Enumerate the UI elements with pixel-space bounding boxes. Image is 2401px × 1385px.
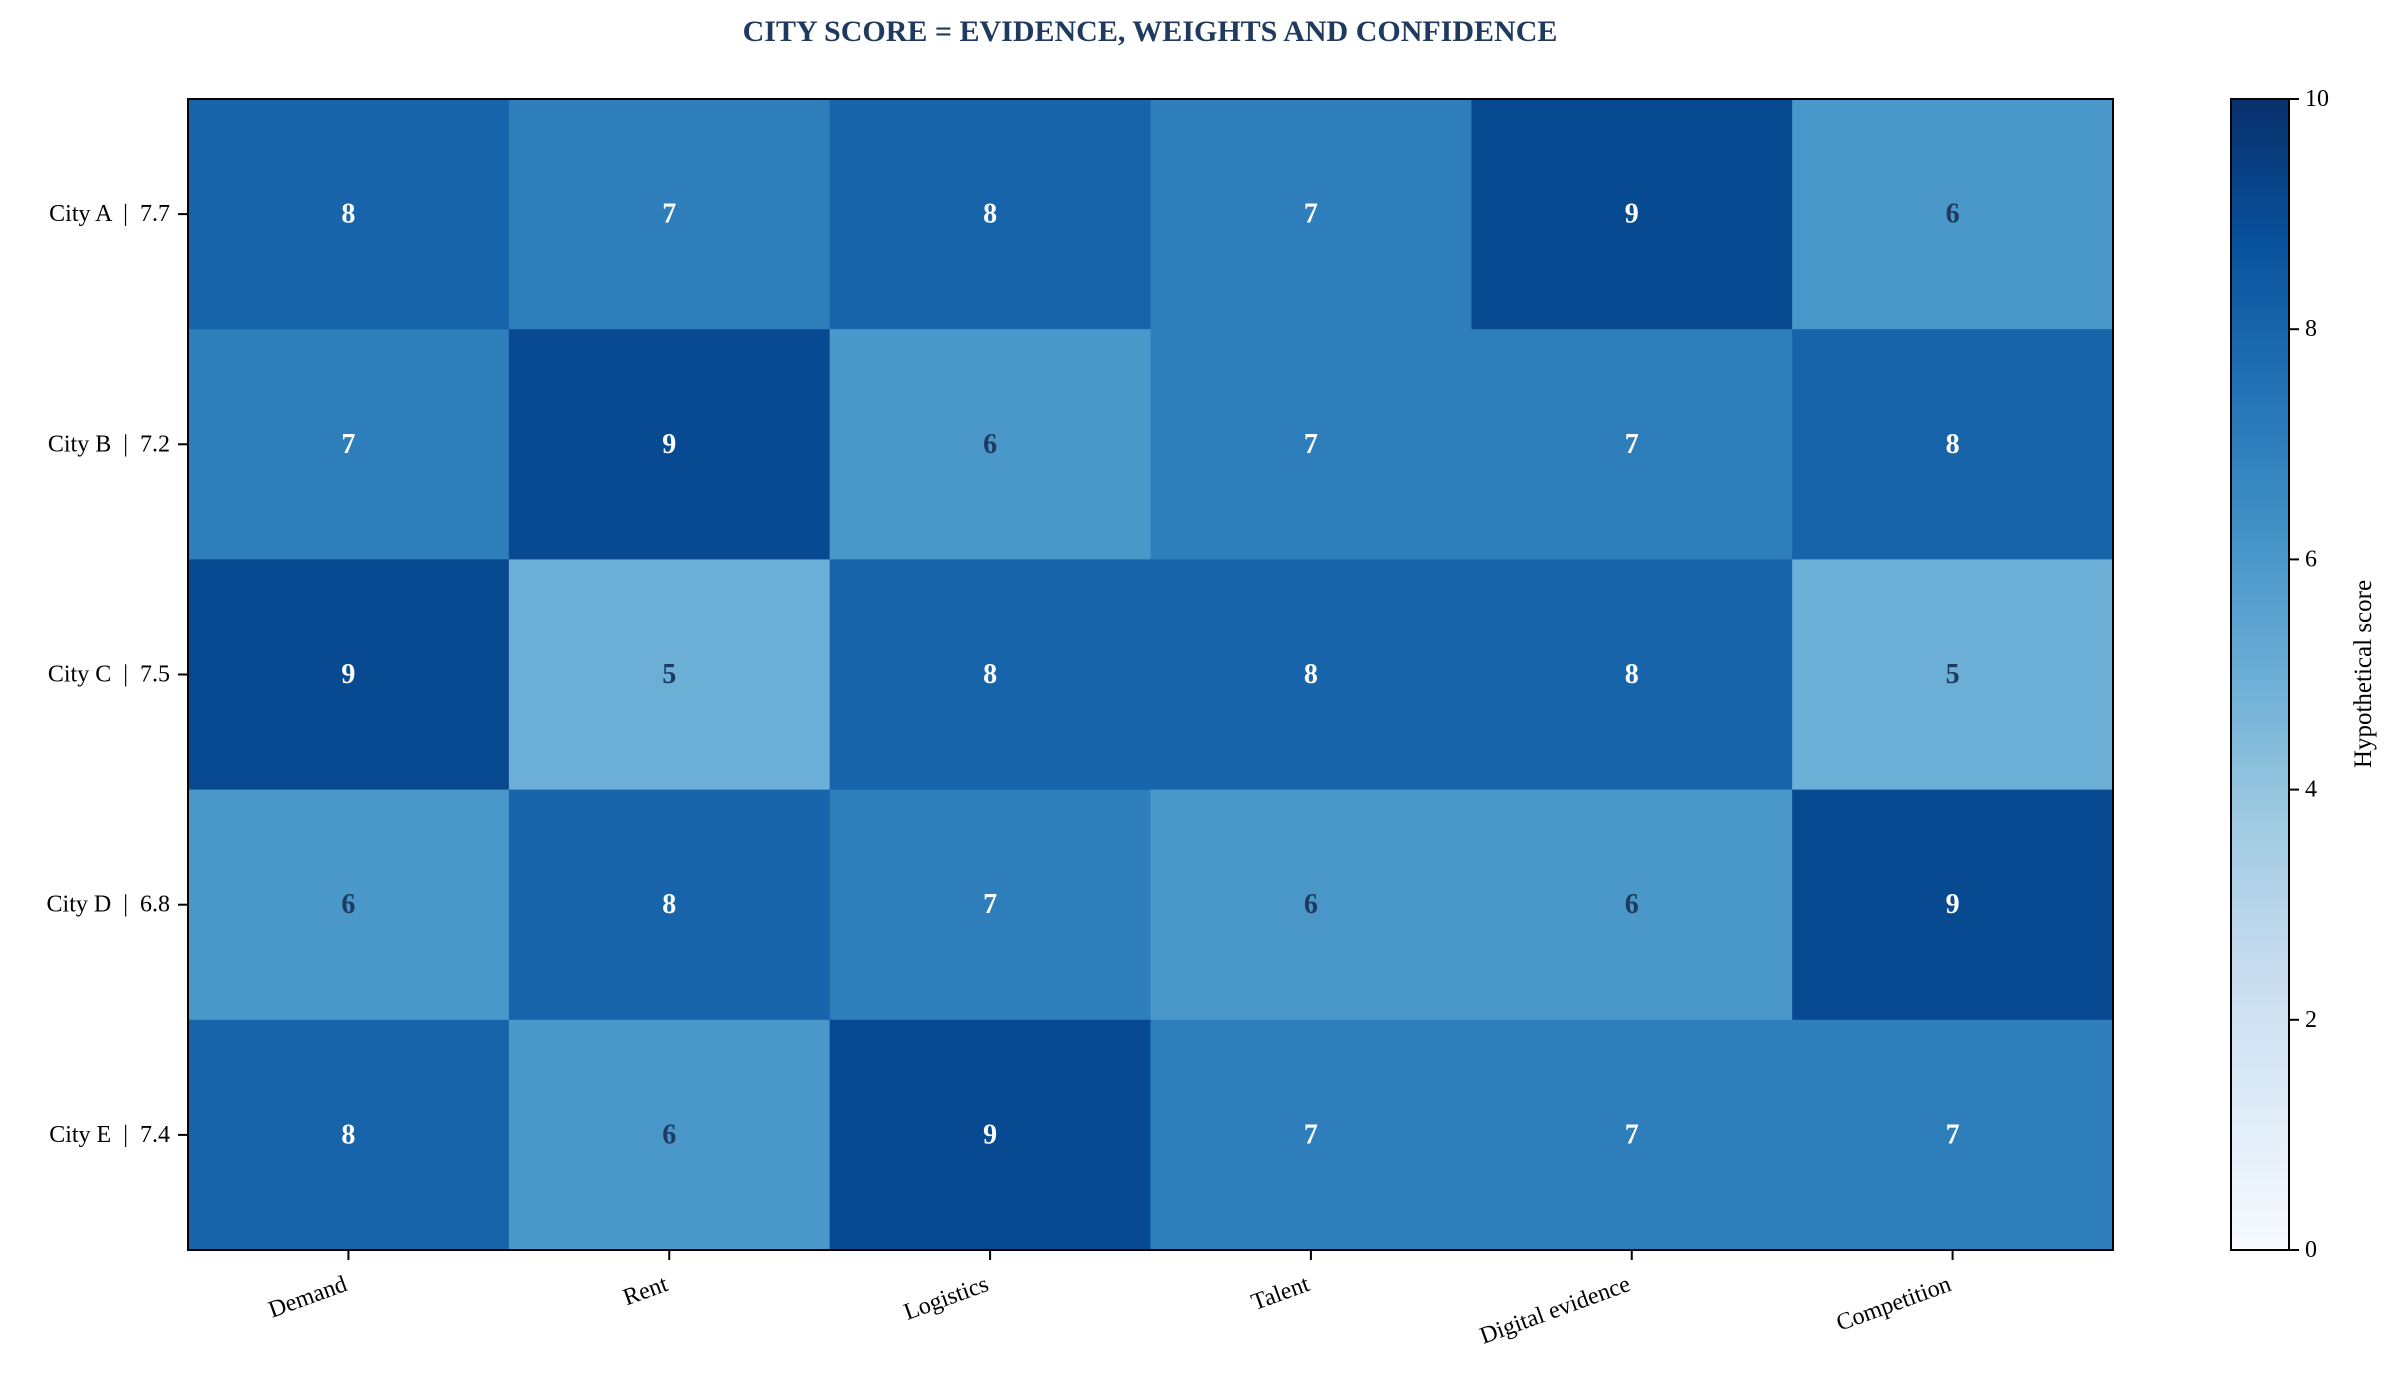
cell-value-label: 5 bbox=[1946, 659, 1960, 690]
cell-value-label: 9 bbox=[341, 659, 355, 690]
chart-title: CITY SCORE = EVIDENCE, WEIGHTS AND CONFI… bbox=[743, 15, 1558, 48]
heatmap-cell bbox=[188, 559, 510, 791]
heatmap-cell bbox=[1792, 559, 2114, 791]
cell-value-label: 6 bbox=[1625, 889, 1639, 920]
heatmap-cell bbox=[508, 789, 831, 1021]
cell-value-label: 7 bbox=[341, 429, 355, 460]
cell-value-label: 8 bbox=[983, 659, 997, 690]
heatmap-cell bbox=[1792, 99, 2114, 330]
heatmap-cell bbox=[829, 329, 1152, 560]
heatmap-cell bbox=[1471, 559, 1793, 791]
y-tick-label: City E | 7.4 bbox=[49, 1122, 170, 1148]
cell-value-label: 7 bbox=[1304, 199, 1318, 230]
cell-value-label: 7 bbox=[1304, 1119, 1318, 1150]
heatmap-cell bbox=[1792, 329, 2114, 560]
colorbar-label: Hypothetical score bbox=[2350, 580, 2377, 768]
cell-value-label: 7 bbox=[1946, 1119, 1960, 1150]
y-tick-label: City C | 7.5 bbox=[48, 662, 170, 688]
heatmap-cell bbox=[1150, 99, 1472, 330]
cell-value-label: 9 bbox=[1625, 199, 1639, 230]
heatmap-cell bbox=[1792, 789, 2114, 1021]
heatmap-cell bbox=[1471, 329, 1793, 560]
y-axis: City A | 7.7 City B | 7.2 City C | 7.5 City… bbox=[47, 201, 188, 1148]
colorbar-frame bbox=[2230, 98, 2290, 1251]
heatmap-cell bbox=[1471, 99, 1793, 330]
heatmap-cell bbox=[829, 559, 1152, 791]
x-tick-label: Rent bbox=[620, 1271, 672, 1311]
cell-value-label: 6 bbox=[1304, 889, 1318, 920]
heatmap-cell bbox=[1471, 1019, 1793, 1251]
cell-value-label: 7 bbox=[1304, 429, 1318, 460]
cell-value-label: 8 bbox=[1946, 429, 1960, 460]
heatmap-cell bbox=[508, 559, 831, 791]
heatmap-cell bbox=[188, 99, 510, 330]
heatmap-cell bbox=[188, 1019, 510, 1251]
heatmap-cell bbox=[1150, 789, 1472, 1021]
cell-value-label: 8 bbox=[1304, 659, 1318, 690]
cell-value-label: 7 bbox=[983, 889, 997, 920]
heatmap-cell bbox=[1792, 1019, 2114, 1251]
cell-value-label: 5 bbox=[662, 659, 676, 690]
cell-value-label: 7 bbox=[1625, 429, 1639, 460]
y-tick-label: City D | 6.8 bbox=[47, 892, 170, 918]
x-tick-label: Logistics bbox=[901, 1271, 993, 1326]
heatmap-cell bbox=[829, 99, 1152, 330]
heatmap-cell bbox=[1471, 789, 1793, 1021]
heatmap-cell bbox=[1150, 559, 1472, 791]
heatmap-cell-labels: 8 7 8 7 9 6 7 9 6 7 7 8 9 5 8 8 8 5 6 8 7 6 6 9 8 6 9 7 7 7 bbox=[341, 199, 1959, 1151]
heatmap-cell bbox=[829, 1019, 1152, 1251]
x-tick-label: Competition bbox=[1833, 1271, 1955, 1336]
x-tick-label: Demand bbox=[265, 1271, 350, 1323]
heatmap-cell bbox=[508, 329, 831, 560]
heatmap-cell bbox=[188, 329, 510, 560]
cell-value-label: 8 bbox=[1625, 659, 1639, 690]
cell-value-label: 7 bbox=[662, 199, 676, 230]
colorbar-tick-label: 4 bbox=[2305, 777, 2317, 803]
cell-value-label: 9 bbox=[662, 429, 676, 460]
colorbar-ticks: 0 2 4 6 8 10 bbox=[2289, 86, 2329, 1263]
cell-value-label: 6 bbox=[662, 1119, 676, 1150]
heatmap-cells bbox=[188, 99, 2114, 1251]
cell-value-label: 8 bbox=[662, 889, 676, 920]
cell-value-label: 8 bbox=[341, 1119, 355, 1150]
cell-value-label: 8 bbox=[341, 199, 355, 230]
cell-value-label: 8 bbox=[983, 199, 997, 230]
cell-value-label: 7 bbox=[1625, 1119, 1639, 1150]
cell-value-label: 9 bbox=[983, 1119, 997, 1150]
heatmap-cell bbox=[188, 789, 510, 1021]
heatmap-cell bbox=[1150, 1019, 1472, 1251]
cell-value-label: 9 bbox=[1946, 889, 1960, 920]
colorbar-tick-label: 8 bbox=[2305, 316, 2317, 342]
colorbar-tick-label: 6 bbox=[2305, 546, 2317, 572]
colorbar-tick-label: 0 bbox=[2305, 1237, 2317, 1263]
heatmap-cell bbox=[829, 789, 1152, 1021]
x-axis: Demand Rent Logistics Talent Digital evidenc… bbox=[265, 1250, 1955, 1350]
cell-value-label: 6 bbox=[341, 889, 355, 920]
heatmap-cell bbox=[508, 99, 831, 330]
colorbar-tick-label: 10 bbox=[2305, 86, 2329, 112]
colorbar: 0 2 4 6 8 10 Hypothetical score bbox=[2230, 86, 2377, 1263]
y-tick-label: City B | 7.2 bbox=[48, 431, 170, 457]
heatmap-cell bbox=[508, 1019, 831, 1251]
heatmap-cell bbox=[1150, 329, 1472, 560]
cell-value-label: 6 bbox=[1946, 199, 1960, 230]
y-tick-label: City A | 7.7 bbox=[49, 201, 170, 227]
cell-value-label: 6 bbox=[983, 429, 997, 460]
x-tick-label: Digital evidence bbox=[1476, 1271, 1633, 1349]
colorbar-gradient bbox=[2231, 99, 2289, 1250]
colorbar-tick-label: 2 bbox=[2305, 1007, 2317, 1033]
x-tick-label: Talent bbox=[1248, 1271, 1313, 1316]
